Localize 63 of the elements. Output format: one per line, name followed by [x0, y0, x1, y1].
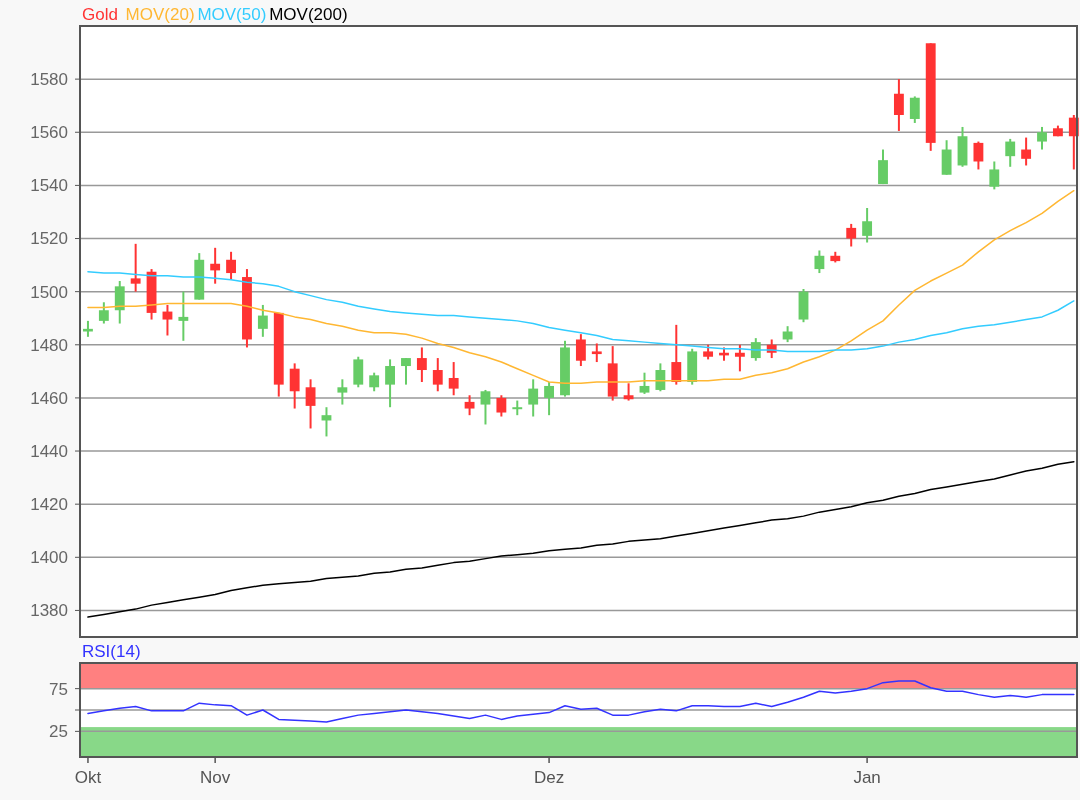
candlestick [1037, 125, 1047, 151]
y-tick-label: 1500 [30, 282, 68, 302]
y-tick-label: 1460 [30, 388, 68, 408]
y-tick-label: 1440 [30, 441, 68, 461]
candlestick [432, 357, 443, 393]
y-tick-label: 1520 [30, 229, 68, 249]
x-tick-label: Okt [74, 768, 102, 787]
line-series [87, 460, 1075, 618]
text: MOV(200) [269, 5, 348, 24]
text: MOV(50) [197, 5, 267, 24]
candlestick [480, 388, 491, 426]
candlestick [257, 303, 268, 338]
candlestick [544, 380, 555, 417]
candlestick [496, 394, 507, 418]
y-tick-label: 1560 [30, 123, 68, 143]
candlestick [973, 140, 984, 171]
line-series [87, 680, 1075, 723]
candlestick [639, 371, 650, 395]
candlestick [305, 378, 316, 430]
y-tick-label: 1420 [30, 495, 68, 515]
candlestick [575, 333, 586, 368]
candlestick [591, 342, 602, 364]
x-tick-label: Jan [853, 768, 881, 787]
candlestick [814, 249, 825, 275]
candlestick [989, 160, 1000, 191]
text: RSI(14) [82, 642, 141, 661]
candlestick [893, 78, 904, 132]
candlestick [878, 148, 888, 186]
candlestick [401, 357, 411, 386]
y-tick-label: 25 [49, 722, 68, 742]
candlestick [226, 250, 236, 281]
candlestick [862, 206, 873, 244]
candlestick [416, 346, 427, 383]
candlestick [1005, 137, 1016, 168]
candlestick [369, 371, 380, 393]
text: MOV(20) [125, 5, 195, 24]
candlestick [337, 378, 348, 406]
candlestick [114, 280, 125, 325]
candlestick [846, 222, 857, 248]
candlestick [210, 246, 221, 285]
y-tick-label: 1580 [30, 70, 68, 90]
candlestick [671, 323, 682, 386]
candlestick [464, 394, 475, 417]
candlestick [98, 301, 109, 325]
candlestick [130, 242, 141, 293]
candlestick [909, 95, 920, 124]
x-tick-label: Nov [200, 768, 231, 787]
text: Gold [82, 5, 118, 24]
y-tick-label: 75 [49, 679, 68, 699]
candlestick [448, 361, 459, 397]
candlestick [385, 358, 395, 409]
candlestick [734, 343, 745, 373]
candlestick [1021, 136, 1032, 167]
candlestick [162, 303, 173, 337]
y-tick-label: 1480 [30, 335, 68, 355]
x-tick-label: Dez [533, 768, 565, 787]
candlestick [289, 362, 300, 410]
candlestick [178, 290, 189, 342]
candlestick [655, 362, 666, 393]
y-tick-label: 1400 [30, 548, 68, 568]
y-tick-label: 1380 [30, 601, 68, 621]
y-tick-label: 1540 [30, 176, 68, 196]
candlestick [528, 378, 539, 418]
